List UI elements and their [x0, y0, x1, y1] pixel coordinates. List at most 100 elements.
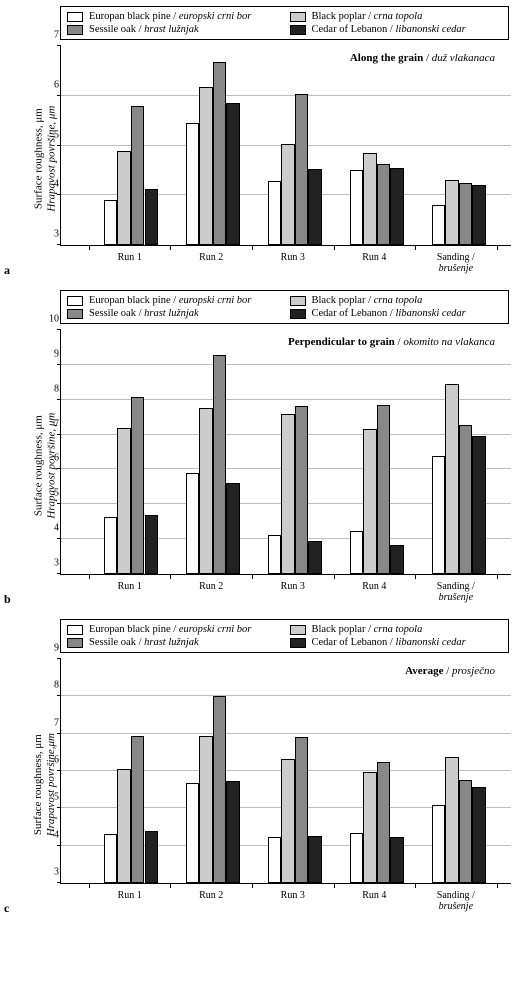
ytick-label: 8 — [45, 383, 59, 394]
panel-letter: a — [4, 263, 10, 278]
xtick-label: Run 1 — [90, 252, 170, 263]
bar — [226, 103, 240, 245]
bar — [432, 805, 446, 883]
bar — [432, 456, 446, 575]
bar — [459, 780, 473, 883]
bar — [199, 408, 213, 574]
xtick-label: Sanding /brušenje — [416, 252, 496, 274]
ytick-label: 5 — [45, 129, 59, 140]
plot-title: Perpendicular to grain / okomito na vlak… — [288, 336, 495, 348]
xtick — [170, 884, 171, 888]
bar — [199, 736, 213, 883]
ytick-label: 5 — [45, 488, 59, 499]
legend-label: Cedar of Lebanon / libanonski cedar — [312, 308, 466, 319]
legend: Europan black pine / europski crni bor Bl… — [60, 619, 509, 653]
xtick — [89, 884, 90, 888]
xtick — [89, 575, 90, 579]
bar — [268, 535, 282, 574]
bar — [104, 200, 118, 245]
bar — [350, 833, 364, 883]
bar — [295, 94, 309, 245]
ylabel-line1: Surface roughness, μm — [32, 734, 44, 835]
plot: Average / prosječno3456789 — [60, 659, 511, 884]
ytick-label: 3 — [45, 229, 59, 240]
legend-label: Cedar of Lebanon / libanonski cedar — [312, 637, 466, 648]
bar — [268, 181, 282, 245]
xtick-label: Run 3 — [253, 890, 333, 901]
legend-item: Sessile oak / hrast lužnjak — [67, 308, 280, 319]
xtick-label: Sanding /brušenje — [416, 890, 496, 912]
bar — [281, 144, 295, 245]
bar — [472, 787, 486, 883]
bar — [445, 180, 459, 245]
bar — [226, 483, 240, 574]
ytick-label: 6 — [45, 79, 59, 90]
legend-label: Black poplar / crna topola — [312, 295, 423, 306]
legend-label: Cedar of Lebanon / libanonski cedar — [312, 24, 466, 35]
xtick-label: Run 1 — [90, 581, 170, 592]
bar — [131, 397, 145, 574]
ytick-label: 7 — [45, 418, 59, 429]
xtick-label: Run 2 — [171, 252, 251, 263]
plot-title: Along the grain / duž vlakanaca — [350, 52, 495, 64]
legend-item: Sessile oak / hrast lužnjak — [67, 24, 280, 35]
bar — [363, 772, 377, 883]
legend: Europan black pine / europski crni bor Bl… — [60, 6, 509, 40]
xtick — [170, 575, 171, 579]
xtick-label: Run 2 — [171, 890, 251, 901]
xtick — [497, 884, 498, 888]
ytick-label: 7 — [45, 30, 59, 41]
xtick — [252, 246, 253, 250]
xtick-label: Run 1 — [90, 890, 170, 901]
xtick-label: Sanding /brušenje — [416, 581, 496, 603]
panel-a: aEuropan black pine / europski crni borB… — [30, 6, 521, 272]
bar — [445, 757, 459, 883]
bar — [145, 831, 159, 883]
bar — [145, 515, 159, 574]
legend-label: Sessile oak / hrast lužnjak — [89, 308, 199, 319]
ytick-label: 4 — [45, 829, 59, 840]
xtick-label: Run 4 — [334, 581, 414, 592]
legend-swatch — [290, 296, 306, 306]
legend-label: Sessile oak / hrast lužnjak — [89, 637, 199, 648]
bar — [213, 355, 227, 574]
bar — [131, 106, 145, 245]
bar — [268, 837, 282, 883]
ytick-label: 7 — [45, 717, 59, 728]
legend-swatch — [67, 12, 83, 22]
ytick-label: 3 — [45, 867, 59, 878]
xtick — [415, 884, 416, 888]
plot-column: Perpendicular to grain / okomito na vlak… — [60, 330, 521, 601]
legend-label: Europan black pine / europski crni bor — [89, 11, 251, 22]
xtick — [89, 246, 90, 250]
ylabel-line1: Surface roughness, μm — [32, 415, 44, 516]
xtick — [170, 246, 171, 250]
ytick-label: 3 — [45, 558, 59, 569]
legend-label: Europan black pine / europski crni bor — [89, 624, 251, 635]
plot: Perpendicular to grain / okomito na vlak… — [60, 330, 511, 575]
ytick-label: 4 — [45, 523, 59, 534]
bars-layer — [61, 659, 511, 883]
bar — [363, 153, 377, 245]
bar — [377, 405, 391, 574]
legend-label: Europan black pine / europski crni bor — [89, 295, 251, 306]
bar — [226, 781, 240, 883]
legend-label: Black poplar / crna topola — [312, 624, 423, 635]
bar — [213, 62, 227, 245]
panel-b: bEuropan black pine / europski crni borB… — [30, 290, 521, 601]
legend-swatch — [67, 25, 83, 35]
legend-swatch — [290, 638, 306, 648]
xtick — [334, 884, 335, 888]
bar — [295, 406, 309, 574]
legend-item: Europan black pine / europski crni bor — [67, 624, 280, 635]
bar — [281, 414, 295, 574]
bar — [390, 545, 404, 574]
plot-column: Average / prosječno3456789 Run 1Run 2Run … — [60, 659, 521, 910]
bar — [281, 759, 295, 883]
bar — [390, 168, 404, 245]
bar — [472, 185, 486, 245]
bar — [186, 783, 200, 883]
legend-item: Black poplar / crna topola — [290, 11, 503, 22]
plot-title: Average / prosječno — [405, 665, 495, 677]
bar — [308, 836, 322, 883]
